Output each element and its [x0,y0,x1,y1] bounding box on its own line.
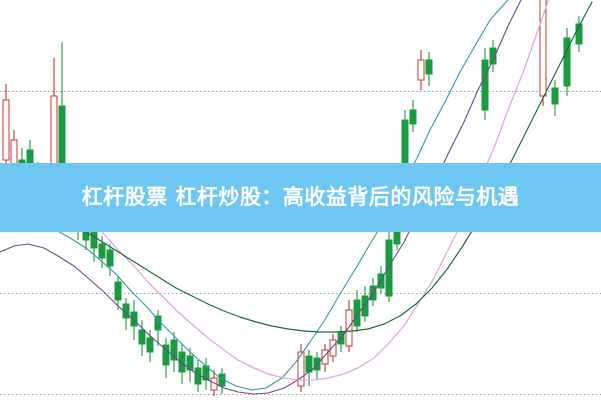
ma-line-MA-teal [0,0,509,391]
candle [409,100,417,132]
candle-body [353,299,361,327]
candle-body [2,99,10,161]
candle [551,80,559,116]
candle-body [409,109,417,125]
candle [329,334,337,362]
candle-body [178,351,186,373]
candle [170,332,178,372]
candle-body [539,0,547,97]
candle-body [489,47,497,65]
candle-body [114,281,122,301]
candle [2,84,10,175]
candle-body [90,229,98,249]
candle-body [170,339,178,361]
candle [385,228,393,302]
candle-body [361,295,369,317]
candle-body [186,355,194,371]
candle [563,28,571,96]
candle [106,244,114,276]
candle [138,320,146,356]
candle [539,0,547,106]
candle-body [425,59,433,75]
candle-body [575,23,583,45]
candle-body [297,351,305,387]
candle-body [98,243,106,259]
candle [575,16,583,52]
candle [297,344,305,392]
candle-body [106,249,114,267]
banner-title-text: 杠杆股票 杠杆炒股：高收益背后的风险与机遇 [81,185,520,209]
ma-line-MA-violet [0,0,522,395]
candle-body [329,339,337,357]
candle [114,276,122,310]
candle-body [417,59,425,81]
candle-body [146,337,154,353]
candle-body [162,344,170,366]
candle [489,40,497,72]
candle [481,48,489,120]
title-banner: 杠杆股票 杠杆炒股：高收益背后的风险与机遇 [0,163,601,232]
candle-body [551,87,559,105]
candle [162,338,170,378]
candle-body [138,329,146,345]
candle-body [563,37,571,87]
candle-body [385,239,393,297]
candle [178,344,186,384]
candle [425,52,433,86]
candle [417,50,425,90]
candle [186,348,194,382]
candle [321,344,329,372]
candle [353,290,361,332]
candle-body [345,309,353,347]
candle-body [321,349,329,365]
candle-body [130,311,138,327]
candle-body [481,59,489,111]
